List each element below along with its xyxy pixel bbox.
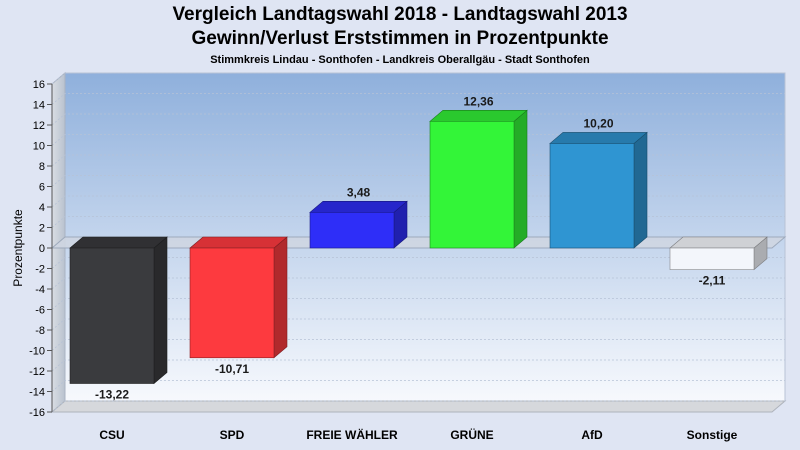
y-tick-label: 14 — [33, 100, 45, 112]
grid-line — [51, 318, 785, 331]
bar-front — [69, 247, 155, 384]
bar-top — [309, 201, 408, 213]
grid-line — [51, 93, 785, 105]
bar-side — [633, 131, 648, 249]
x-tick-label: AfD — [581, 428, 603, 442]
bar-top — [669, 236, 768, 249]
y-tick-label: 6 — [39, 182, 45, 194]
y-tick-label: -6 — [35, 305, 45, 317]
y-tick-label: 8 — [39, 161, 45, 173]
bar-side — [513, 109, 528, 249]
y-tick-label: 2 — [39, 223, 45, 235]
chart-subtitle: Stimmkreis Lindau - Sonthofen - Landkrei… — [210, 54, 590, 66]
grid-line — [51, 298, 785, 310]
y-tick-label: -2 — [35, 264, 45, 276]
bar-side — [153, 236, 168, 385]
y-axis-label: Prozentpunkte — [11, 209, 25, 287]
grid-line — [51, 195, 785, 208]
bar-side — [273, 236, 288, 359]
y-tick-label: -4 — [35, 284, 45, 296]
bar-front — [429, 121, 515, 249]
grid-line — [51, 380, 785, 392]
grid-line — [51, 154, 785, 167]
bar-value-label: 3,48 — [347, 185, 371, 199]
y-tick-label: 12 — [33, 120, 45, 132]
grid-line — [51, 257, 785, 269]
grid-line — [51, 400, 785, 413]
grid-line — [51, 339, 785, 351]
bar-front — [189, 247, 275, 359]
y-tick-label: -10 — [29, 346, 45, 358]
y-tick-label: 16 — [33, 79, 45, 91]
bar-front — [669, 247, 755, 270]
x-tick-label: GRÜNE — [450, 427, 493, 442]
bar-sonstige — [669, 236, 768, 271]
bar-spd — [189, 236, 288, 359]
chart-title: Vergleich Landtagswahl 2018 - Landtagswa… — [172, 4, 628, 25]
grid-line — [51, 72, 785, 85]
bar-top — [189, 236, 288, 249]
bar-grüne — [429, 109, 528, 249]
y-tick-label: 0 — [39, 243, 45, 255]
y-tick-label: 10 — [33, 141, 45, 153]
bar-top — [549, 132, 648, 144]
bar-value-label: 10,20 — [583, 116, 613, 130]
grid-line — [51, 134, 785, 146]
bar-value-label: -2,11 — [699, 274, 726, 288]
y-tick-label: -14 — [29, 387, 45, 399]
bar-value-label: -10,71 — [215, 362, 249, 376]
x-tick-label: SPD — [220, 428, 245, 442]
bar-afd — [549, 131, 648, 249]
y-tick-label: -12 — [29, 366, 45, 378]
x-tick-label: CSU — [99, 428, 124, 442]
bar-freie-wähler — [309, 200, 408, 249]
bar-front — [309, 212, 395, 249]
bar-value-label: -13,22 — [95, 388, 129, 402]
grid-line — [51, 216, 785, 228]
chart-subtitle-line: Gewinn/Verlust Erststimmen in Prozentpun… — [191, 28, 609, 49]
grid-line — [51, 175, 785, 187]
x-tick-label: Sonstige — [687, 428, 738, 442]
grid-line — [51, 277, 785, 290]
plot-floor — [50, 400, 787, 413]
bar-top — [429, 110, 528, 122]
grid-line — [51, 113, 785, 126]
y-tick-label: -8 — [35, 325, 45, 337]
y-tick-label: 4 — [39, 202, 45, 214]
bar-value-label: 12,36 — [463, 94, 493, 108]
bar-front — [549, 143, 635, 249]
x-tick-label: FREIE WÄHLER — [306, 427, 398, 442]
bar-csu — [69, 236, 168, 385]
grid-line — [51, 359, 785, 372]
bar-top — [69, 236, 168, 249]
y-tick-label: -16 — [29, 407, 45, 419]
